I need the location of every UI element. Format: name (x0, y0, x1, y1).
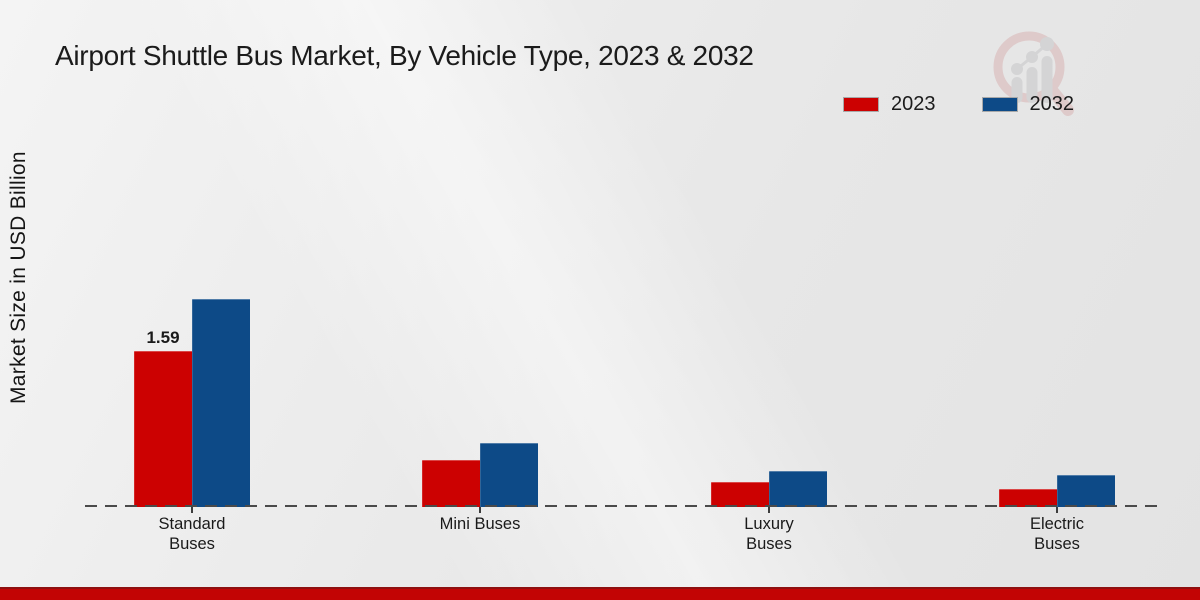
bar-2023-luxury-buses (711, 482, 769, 507)
bar-2032-standard-buses (192, 299, 250, 507)
bar-value-label-2023-standard-buses: 1.59 (146, 328, 180, 347)
x-axis-dashed-baseline (85, 505, 1163, 507)
bar-2023-standard-buses (134, 351, 192, 507)
bar-2023-electric-buses (999, 489, 1057, 507)
category-tick-luxury-buses (768, 507, 770, 513)
bottom-red-stripe (0, 587, 1200, 600)
bar-2032-electric-buses (1057, 475, 1115, 507)
category-tick-electric-buses (1056, 507, 1058, 513)
category-label-standard-buses: Standard Buses (158, 515, 226, 553)
legend-item-2032: 2032 (981, 93, 1075, 116)
bar-2032-mini-buses (480, 443, 538, 507)
category-label-luxury-buses: Luxury Buses (744, 515, 794, 553)
legend-label-2023: 2023 (891, 93, 936, 115)
market-research-magnifier-logo-icon (993, 31, 1074, 116)
legend-label-2032: 2032 (1029, 93, 1075, 115)
legend-swatch-2023 (843, 97, 879, 112)
bar-2023-mini-buses (422, 460, 480, 507)
legend: 2023 2032 (843, 93, 1074, 116)
category-tick-mini-buses (479, 507, 481, 513)
chart-title: Airport Shuttle Bus Market, By Vehicle T… (55, 40, 754, 71)
legend-item-2023: 2023 (843, 93, 936, 116)
category-tick-standard-buses (191, 507, 193, 513)
category-label-electric-buses: Electric Buses (1029, 515, 1085, 553)
bar-2032-luxury-buses (769, 471, 827, 507)
legend-swatch-2032 (981, 97, 1018, 112)
category-label-mini-buses: Mini Buses (439, 515, 521, 533)
